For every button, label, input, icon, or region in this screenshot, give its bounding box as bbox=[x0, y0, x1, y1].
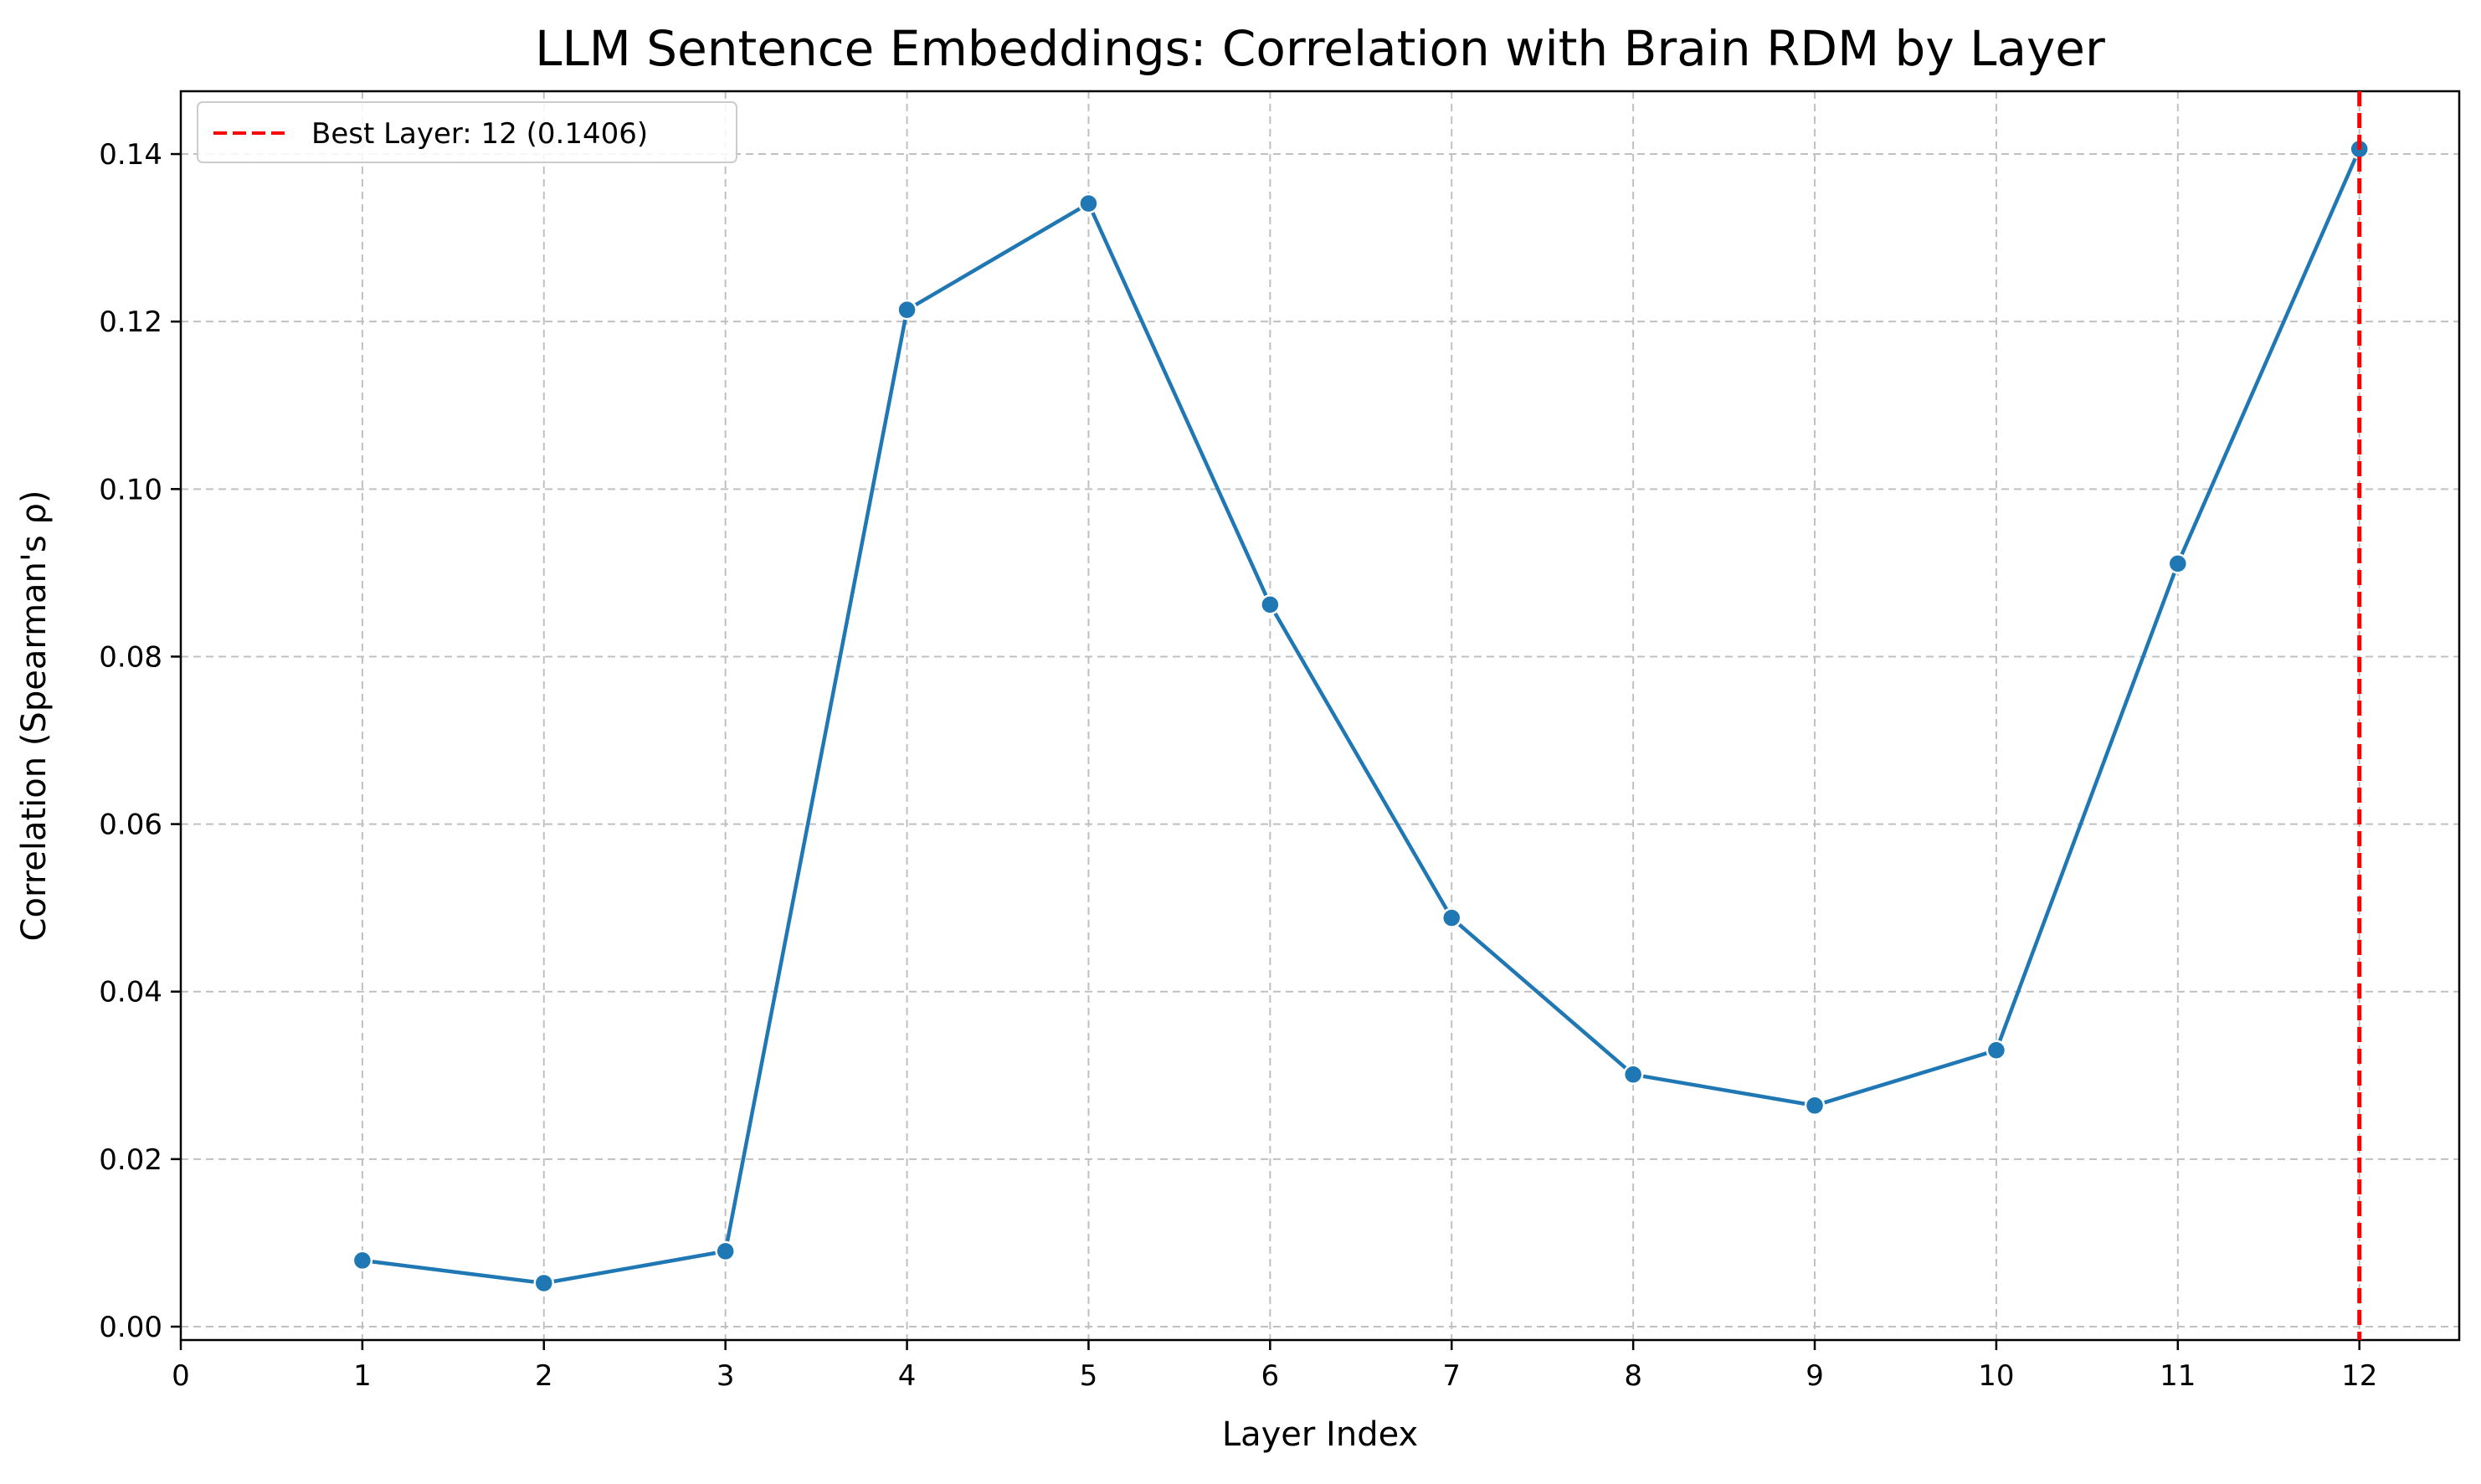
legend-label-best-layer: Best Layer: 12 (0.1406) bbox=[311, 117, 648, 151]
y-tick-label: 0.08 bbox=[99, 640, 162, 674]
y-axis-ticks: 0.00 0.02 0.04 0.06 0.08 0.10 0.12 0.14 bbox=[99, 138, 181, 1344]
y-tick-label: 0.00 bbox=[99, 1311, 162, 1344]
x-tick-label: 5 bbox=[1080, 1359, 1098, 1393]
data-point bbox=[2167, 553, 2189, 574]
x-tick-label: 12 bbox=[2341, 1359, 2377, 1393]
y-axis-label: Correlation (Spearman's ρ) bbox=[15, 490, 54, 942]
x-tick-label: 3 bbox=[717, 1359, 735, 1393]
data-point bbox=[715, 1240, 736, 1262]
chart-title: LLM Sentence Embeddings: Correlation wit… bbox=[535, 20, 2105, 77]
data-point bbox=[1804, 1095, 1826, 1117]
x-tick-label: 9 bbox=[1806, 1359, 1824, 1393]
series-line bbox=[362, 148, 2361, 1286]
data-point bbox=[1078, 193, 1099, 214]
y-tick-label: 0.02 bbox=[99, 1143, 162, 1177]
legend-box bbox=[197, 101, 737, 163]
x-tick-label: 0 bbox=[172, 1359, 190, 1393]
y-tick-label: 0.10 bbox=[99, 473, 162, 506]
x-tick-label: 2 bbox=[535, 1359, 553, 1393]
y-tick-label: 0.14 bbox=[99, 138, 162, 172]
x-axis-ticks: 0 1 2 3 4 5 6 7 8 9 10 11 12 bbox=[172, 1340, 2377, 1393]
y-tick-label: 0.06 bbox=[99, 809, 162, 842]
axes-layer bbox=[179, 90, 2461, 1342]
data-point bbox=[1441, 907, 1462, 928]
series-layer bbox=[352, 138, 2370, 1294]
data-point bbox=[1985, 1040, 2007, 1061]
legend: Best Layer: 12 (0.1406) bbox=[197, 101, 737, 163]
x-axis-label: Layer Index bbox=[1222, 1415, 1418, 1454]
data-point bbox=[896, 299, 917, 321]
plot-frame bbox=[179, 90, 2461, 1342]
y-tick-label: 0.04 bbox=[99, 976, 162, 1009]
data-point bbox=[533, 1272, 555, 1294]
x-tick-label: 11 bbox=[2160, 1359, 2196, 1393]
x-tick-label: 1 bbox=[353, 1359, 372, 1393]
x-tick-label: 4 bbox=[898, 1359, 917, 1393]
data-point bbox=[1622, 1064, 1644, 1086]
y-tick-label: 0.12 bbox=[99, 306, 162, 339]
x-tick-label: 10 bbox=[1978, 1359, 2014, 1393]
data-point bbox=[352, 1250, 373, 1271]
data-point bbox=[1260, 594, 1281, 615]
x-tick-label: 7 bbox=[1442, 1359, 1461, 1393]
x-tick-label: 8 bbox=[1624, 1359, 1642, 1393]
x-tick-label: 6 bbox=[1261, 1359, 1280, 1393]
